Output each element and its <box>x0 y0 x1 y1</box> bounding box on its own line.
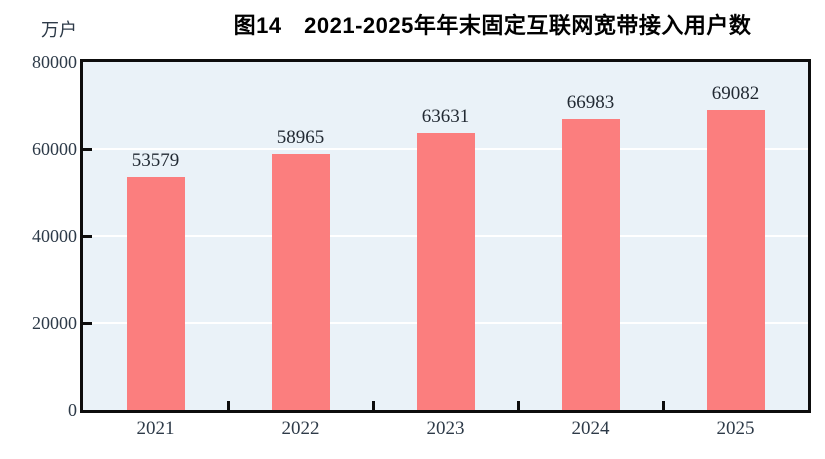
x-tick-label: 2023 <box>426 418 465 439</box>
bar-value-label: 69082 <box>711 82 760 104</box>
x-axis-tick <box>226 401 230 410</box>
bar <box>706 109 765 410</box>
x-axis-category-labels: 2021 2022 2023 2024 2025 <box>83 418 808 446</box>
y-tick-label: 20000 <box>32 313 77 333</box>
x-axis-tick <box>516 401 520 410</box>
chart-title: 图14 2021-2025年年末固定互联网宽带接入用户数 <box>233 13 752 38</box>
plot-area: 53579 58965 63631 66983 69082 <box>80 59 811 413</box>
bar <box>126 176 185 410</box>
bar-value-label: 63631 <box>421 106 470 128</box>
x-tick-label: 2024 <box>571 418 610 439</box>
x-tick-label: 2025 <box>716 418 755 439</box>
y-axis-tick-labels: 0 20000 40000 60000 80000 <box>0 52 77 420</box>
y-tick-label: 60000 <box>32 139 77 159</box>
bar-value-label: 53579 <box>131 149 180 171</box>
bar <box>561 118 620 410</box>
y-tick-label: 0 <box>68 400 77 420</box>
y-axis-tick <box>83 234 92 238</box>
y-axis-tick <box>83 147 92 151</box>
y-tick-label: 40000 <box>32 226 77 246</box>
bar <box>271 153 330 410</box>
y-tick-label: 80000 <box>32 52 77 72</box>
x-axis-tick <box>661 401 665 410</box>
bar <box>416 133 475 410</box>
y-axis-unit-label: 万户 <box>41 20 77 40</box>
x-axis-tick <box>371 401 375 410</box>
y-axis-tick <box>83 321 92 325</box>
x-tick-label: 2021 <box>136 418 175 439</box>
x-tick-label: 2022 <box>281 418 320 439</box>
bar-value-label: 66983 <box>566 91 615 113</box>
bar-value-label: 58965 <box>276 126 325 148</box>
